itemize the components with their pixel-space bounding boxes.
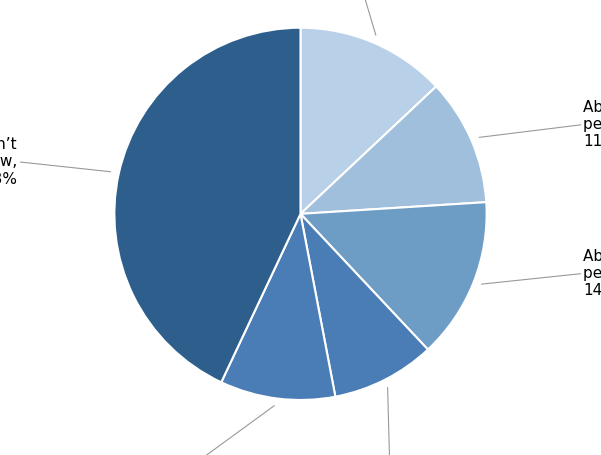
Text: About 2
per cent,
14%: About 2 per cent, 14% (584, 248, 601, 298)
Wedge shape (300, 28, 436, 214)
Wedge shape (221, 214, 335, 400)
Wedge shape (114, 28, 300, 382)
Wedge shape (300, 214, 428, 397)
Text: Don’t
know,
43%: Don’t know, 43% (0, 137, 17, 187)
Text: About 1
per cent,
11%: About 1 per cent, 11% (584, 100, 601, 149)
Wedge shape (300, 86, 486, 214)
Wedge shape (300, 202, 487, 349)
